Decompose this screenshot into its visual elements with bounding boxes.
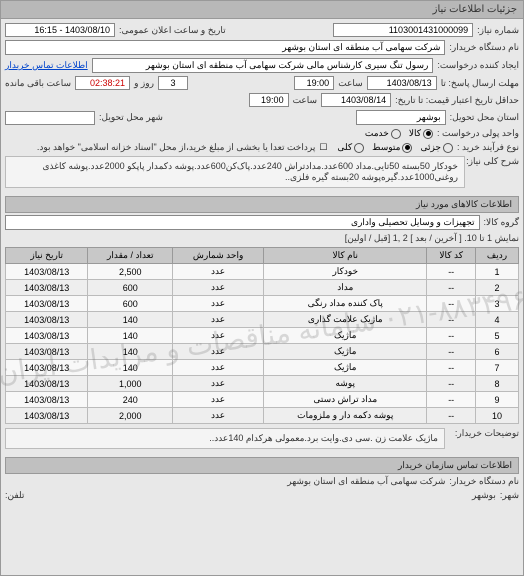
table-row[interactable]: 4--ماژیک علامت گذاریعدد1401403/08/13 [6, 312, 519, 328]
days-left: 3 [158, 76, 188, 90]
unit-label: واحد پولی درخواست : [437, 128, 519, 139]
radio-koli[interactable] [354, 143, 364, 153]
deliver-city [5, 111, 95, 125]
goods-table: ردیفکد کالانام کالاواحد شمارشتعداد / مقد… [5, 247, 519, 424]
unit-radio-group: کالا خدمت [365, 128, 433, 139]
desc-text: خودکار 50بسته 50تایی.مداد 600عدد.مدادترا… [5, 156, 465, 188]
table-row[interactable]: 1--خودکارعدد2,5001403/08/13 [6, 264, 519, 280]
buyer-name-value: شرکت سهامی آب منطقه ای استان بوشهر [5, 40, 445, 55]
radio-kala[interactable] [423, 129, 433, 139]
col-header: تاریخ نیاز [6, 248, 88, 264]
section-goods: اطلاعات کالاهای مورد نیاز [5, 196, 519, 213]
remain-label: ساعت باقی مانده [5, 78, 71, 89]
pay-note: پرداخت تعدا یا بخشی از مبلغ خرید،از محل … [37, 142, 316, 153]
col-header: تعداد / مقدار [88, 248, 173, 264]
valid-label: حداقل تاریخ اعتبار قیمت: تا تاریخ: [395, 95, 519, 106]
time-label-1: ساعت [338, 78, 363, 89]
public-date-value: 1403/08/10 - 16:15 [5, 23, 115, 37]
table-row[interactable]: 3--پاک کننده مداد رنگیعدد6001403/08/13 [6, 296, 519, 312]
org-city-label: شهر: [500, 490, 519, 501]
group-label: گروه کالا: [484, 217, 519, 228]
buyer-name-label: نام دستگاه خریدار: [449, 42, 519, 53]
radio-jozi[interactable] [443, 143, 453, 153]
deadline-time: 19:00 [294, 76, 334, 90]
pager: نمایش 1 تا 10. [ آخرین / بعد ] 2 ,1 [قبل… [5, 233, 519, 244]
deliver-place-label: استان محل تحویل: [450, 112, 519, 123]
contact-link[interactable]: اطلاعات تماس خریدار [5, 60, 88, 71]
table-wrap: ۰۲۱-۸۸۳۴۹۶ سامانه مناقصات و مزایدات ایرا… [5, 247, 519, 424]
amount-radio-group: جزئی متوسط کلی [337, 142, 453, 153]
time-label-2: ساعت [293, 95, 318, 106]
deadline-date: 1403/08/13 [367, 76, 437, 90]
buyer-note-label: توضیحات خریدار: [449, 428, 519, 439]
req-no-label: شماره نیاز: [477, 25, 519, 36]
amount-label: نوع فرآیند خرید : [457, 142, 519, 153]
remain-time: 02:38:21 [75, 76, 130, 90]
col-header: نام کالا [264, 248, 427, 264]
details-window: جزئیات اطلاعات نیاز شماره نیاز: 11030014… [0, 0, 524, 576]
table-row[interactable]: 2--مدادعدد6001403/08/13 [6, 280, 519, 296]
deliver-place: بوشهر [356, 110, 446, 125]
creator-label: ایجاد کننده درخواست: [437, 60, 519, 71]
radio-khedmat[interactable] [391, 129, 401, 139]
deliver-city-label: شهر محل تحویل: [99, 112, 163, 123]
pay-checkbox[interactable]: ☐ [319, 142, 327, 153]
desc-label: شرح کلی نیاز: [469, 156, 519, 167]
buyer-note: ماژیک علامت زن .سی دی.وایت برد.معمولی هر… [5, 428, 445, 449]
content-area: شماره نیاز: 1103001431000099 تاریخ و ساع… [1, 19, 523, 575]
table-row[interactable]: 5--ماژیکعدد1401403/08/13 [6, 328, 519, 344]
window-title: جزئیات اطلاعات نیاز [1, 1, 523, 19]
col-header: واحد شمارش [173, 248, 264, 264]
org-name: شرکت سهامی آب منطقه ای استان بوشهر [287, 476, 445, 487]
valid-date: 1403/08/14 [321, 93, 391, 107]
radio-motevaset[interactable] [402, 143, 412, 153]
days-label: روز و [134, 78, 154, 89]
creator-value: رسول تنگ سیری کارشناس مالی شرکت سهامی آب… [92, 58, 434, 73]
table-row[interactable]: 8--پوشهعدد1,0001403/08/13 [6, 376, 519, 392]
table-row[interactable]: 10--پوشه دکمه دار و ملزوماتعدد2,0001403/… [6, 408, 519, 424]
table-row[interactable]: 9--مداد تراش دستیعدد2401403/08/13 [6, 392, 519, 408]
section-contact: اطلاعات تماس سازمان خریدار [5, 457, 519, 474]
table-row[interactable]: 6--ماژیکعدد1401403/08/13 [6, 344, 519, 360]
group-value: تجهیزات و وسایل تحصیلی واداری [5, 215, 480, 230]
pager-links[interactable]: [ آخرین / بعد ] 2 ,1 [قبل / اولین] [345, 233, 462, 243]
col-header: کد کالا [427, 248, 476, 264]
col-header: ردیف [475, 248, 518, 264]
public-date-label: تاریخ و ساعت اعلان عمومی: [119, 25, 226, 36]
org-city: بوشهر [472, 490, 496, 501]
valid-time: 19:00 [249, 93, 289, 107]
req-no-value: 1103001431000099 [333, 23, 473, 37]
org-name-label: نام دستگاه خریدار: [449, 476, 519, 487]
org-tel-label: تلفن: [5, 490, 24, 501]
table-row[interactable]: 7--ماژیکعدد1401403/08/13 [6, 360, 519, 376]
deadline-label: مهلت ارسال پاسخ: تا [441, 78, 519, 89]
